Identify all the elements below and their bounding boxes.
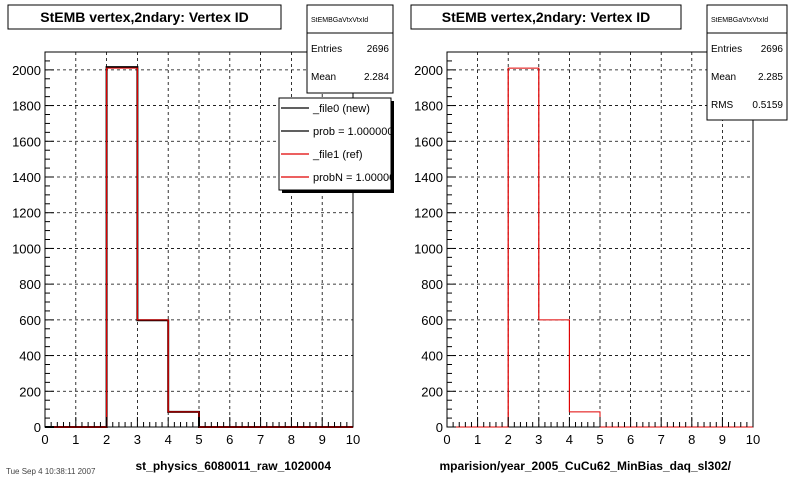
stats-label: Entries	[311, 44, 342, 55]
x-tick-label: 6	[226, 432, 233, 447]
y-tick-label: 1400	[12, 170, 41, 185]
axes: 0 1 2 3 4 5 6 7 8 9 10 0 200 400 600 800 1000 1200 1400 160…	[12, 51, 360, 447]
x-tick-label: 9	[319, 432, 326, 447]
y-tick-label: 0	[34, 420, 41, 435]
x-tick-label: 9	[719, 432, 726, 447]
x-tick-label: 6	[627, 432, 634, 447]
y-tick-label: 800	[19, 277, 41, 292]
legend-label: _file1 (ref)	[312, 149, 363, 161]
x-axis-label: st_physics_6080011_raw_1020004	[135, 459, 331, 473]
stats-box-frame	[306, 4, 394, 94]
legend-label: _file0 (new)	[312, 103, 370, 115]
stats-label: RMS	[711, 100, 734, 111]
x-tick-label: 5	[195, 432, 202, 447]
x-tick-label: 1	[72, 432, 79, 447]
stats-value: 2696	[761, 44, 784, 55]
y-tick-label: 1600	[12, 134, 41, 149]
y-tick-label: 400	[421, 349, 443, 364]
stats-box-frame	[706, 4, 788, 121]
stats-name: StEMBGaVtxVtxId	[711, 17, 768, 24]
x-tick-label: 8	[288, 432, 295, 447]
x-tick-label: 1	[474, 432, 481, 447]
stats-value: 2.285	[758, 72, 783, 83]
y-tick-label: 1400	[414, 170, 443, 185]
y-tick-label: 1000	[414, 241, 443, 256]
stats-label: Mean	[311, 72, 336, 83]
x-tick-label: 4	[566, 432, 573, 447]
stats-label: Mean	[711, 72, 736, 83]
y-tick-label: 200	[421, 384, 443, 399]
title-box	[7, 4, 282, 30]
legend: _file0 (new) prob = 1.000000 _file1 (ref) p…	[278, 97, 401, 193]
chart-panel-1: 0 1 2 3 4 5 6 7 8 9 10 0 200 400 600 800 1000 1200 1400 160…	[7, 4, 401, 473]
y-tick-label: 400	[19, 349, 41, 364]
chart-title: StEMB vertex,2ndary: Vertex ID	[442, 9, 651, 25]
x-tick-label: 7	[257, 432, 264, 447]
y-tick-label: 1200	[12, 206, 41, 221]
stats-value: 2.284	[364, 72, 389, 83]
x-tick-label: 10	[746, 432, 760, 447]
y-tick-label: 1000	[12, 241, 41, 256]
x-axis-label: mparision/year_2005_CuCu62_MinBias_daq_s…	[440, 459, 732, 473]
y-tick-label: 200	[19, 384, 41, 399]
y-tick-label: 2000	[414, 63, 443, 78]
x-tick-label: 10	[346, 432, 360, 447]
axes: 0 1 2 3 4 5 6 7 8 9 10 0 200 400 600 800 1000 1200 1400 160…	[414, 51, 760, 447]
y-tick-label: 1200	[414, 206, 443, 221]
legend-label: probN = 1.000000	[313, 172, 401, 184]
x-tick-label: 3	[535, 432, 542, 447]
stats-value: 2696	[367, 44, 390, 55]
legend-frame	[278, 97, 392, 191]
chart-panel-2: 0 1 2 3 4 5 6 7 8 9 10 0 200 400 600 800 1000 1200 1400 160…	[410, 4, 788, 473]
footer-timestamp: Tue Sep 4 10:38:11 2007	[6, 467, 96, 476]
y-tick-label: 1800	[12, 99, 41, 114]
x-tick-label: 5	[596, 432, 603, 447]
legend-label: prob = 1.000000	[313, 126, 393, 138]
y-tick-label: 600	[19, 313, 41, 328]
y-tick-label: 0	[436, 420, 443, 435]
x-tick-label: 2	[103, 432, 110, 447]
y-tick-label: 1600	[414, 134, 443, 149]
stats-box: StEMBGaVtxVtxId Entries 2696 Mean 2.284	[306, 4, 394, 94]
x-tick-label: 7	[658, 432, 665, 447]
title-box	[410, 4, 682, 30]
x-tick-label: 8	[688, 432, 695, 447]
stats-box: StEMBGaVtxVtxId Entries 2696 Mean 2.285 RMS 0.…	[706, 4, 788, 121]
x-tick-label: 0	[41, 432, 48, 447]
y-tick-label: 800	[421, 277, 443, 292]
x-tick-label: 0	[443, 432, 450, 447]
stats-name: StEMBGaVtxVtxId	[311, 17, 368, 24]
series-histogram	[447, 67, 753, 428]
y-tick-label: 1800	[414, 99, 443, 114]
stats-label: Entries	[711, 44, 742, 55]
stats-value: 0.5159	[752, 100, 783, 111]
x-tick-label: 2	[505, 432, 512, 447]
y-tick-label: 2000	[12, 63, 41, 78]
x-tick-label: 3	[134, 432, 141, 447]
chart-title: StEMB vertex,2ndary: Vertex ID	[40, 9, 249, 25]
x-tick-label: 4	[165, 432, 172, 447]
y-tick-label: 600	[421, 313, 443, 328]
